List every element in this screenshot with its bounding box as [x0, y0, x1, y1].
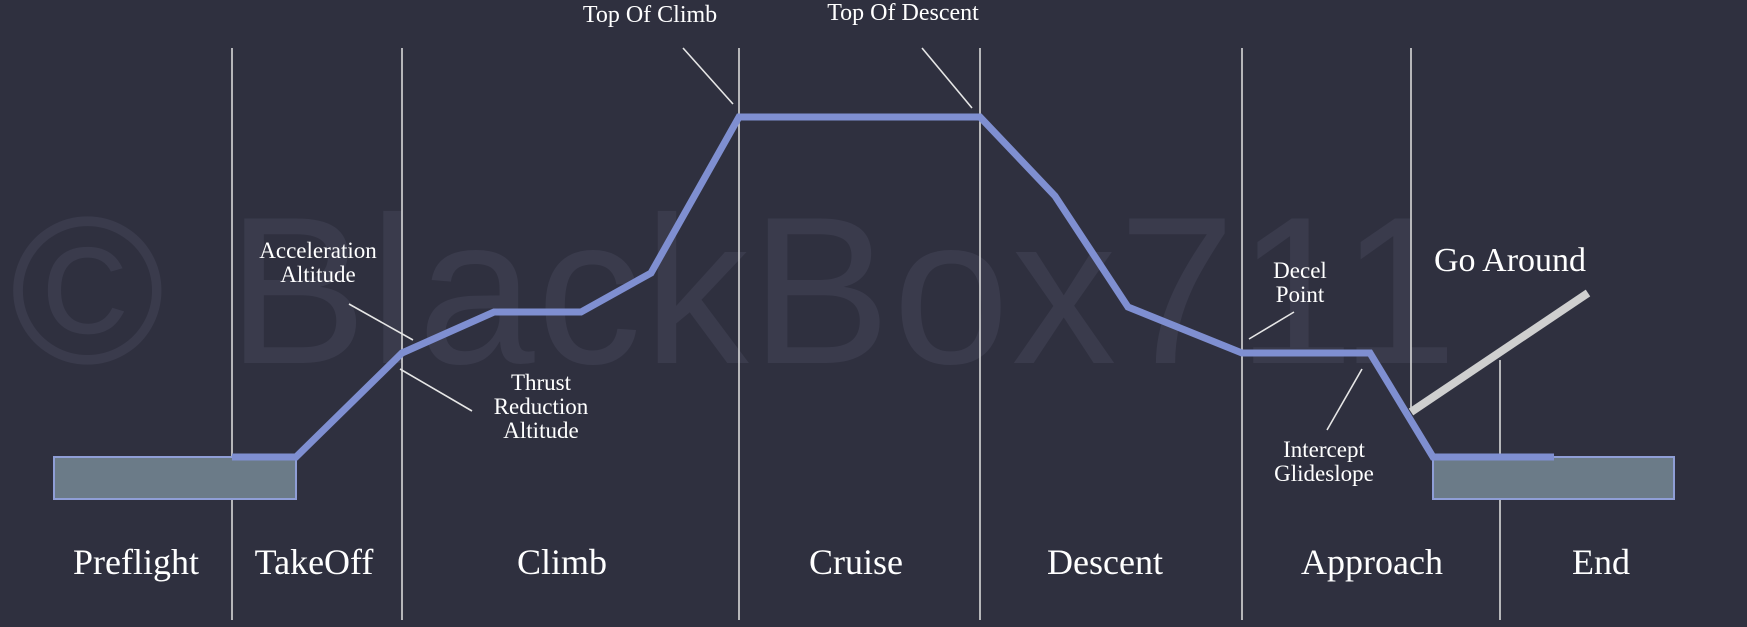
phase-label-cruise: Cruise: [809, 542, 903, 582]
phase-dividers: [231, 48, 1501, 620]
departure-runway: [53, 456, 297, 500]
label-thrust-reduction-line3: Altitude: [503, 418, 579, 444]
label-thrust-reduction-line2: Reduction: [493, 394, 589, 420]
go-around-line: [1408, 289, 1591, 416]
leader-lines: [348, 47, 1363, 431]
label-decel-point: Decel Point: [1255, 258, 1345, 308]
leader-top-of-descent: [921, 47, 973, 109]
label-intercept-glideslope-line2: Glideslope: [1274, 461, 1374, 487]
leader-decel-point: [1248, 311, 1295, 340]
phase-label-end: End: [1572, 542, 1630, 582]
label-intercept-glideslope: Intercept Glideslope: [1254, 437, 1394, 487]
phase-label-descent: Descent: [1047, 542, 1163, 582]
leader-top-of-climb: [682, 47, 734, 105]
phase-label-approach: Approach: [1301, 542, 1443, 582]
flight-profile-line: [232, 113, 1554, 461]
phase-label-takeoff: TakeOff: [254, 542, 374, 582]
label-acceleration-altitude: Acceleration Altitude: [238, 238, 398, 288]
label-decel-point-line1: Decel: [1273, 258, 1327, 283]
label-top-of-climb: Top Of Climb: [582, 2, 718, 28]
label-top-of-descent: Top Of Descent: [827, 0, 979, 26]
label-thrust-reduction-line1: Thrust: [510, 370, 572, 395]
label-acceleration-altitude-line2: Altitude: [280, 262, 356, 288]
label-go-around: Go Around: [1433, 242, 1587, 279]
label-acceleration-altitude-line1: Acceleration: [259, 238, 377, 263]
phase-label-preflight: Preflight: [73, 542, 199, 582]
label-decel-point-line2: Point: [1275, 282, 1325, 308]
leader-thrust-reduction: [399, 368, 473, 412]
label-intercept-glideslope-line1: Intercept: [1283, 437, 1365, 462]
arrival-runway: [1432, 456, 1675, 500]
leader-intercept-glideslope: [1326, 368, 1363, 431]
leader-acceleration-altitude: [348, 303, 414, 341]
phase-label-climb: Climb: [516, 542, 608, 582]
label-thrust-reduction-altitude: Thrust Reduction Altitude: [474, 370, 608, 444]
watermark: © BlackBox711: [10, 173, 1460, 408]
